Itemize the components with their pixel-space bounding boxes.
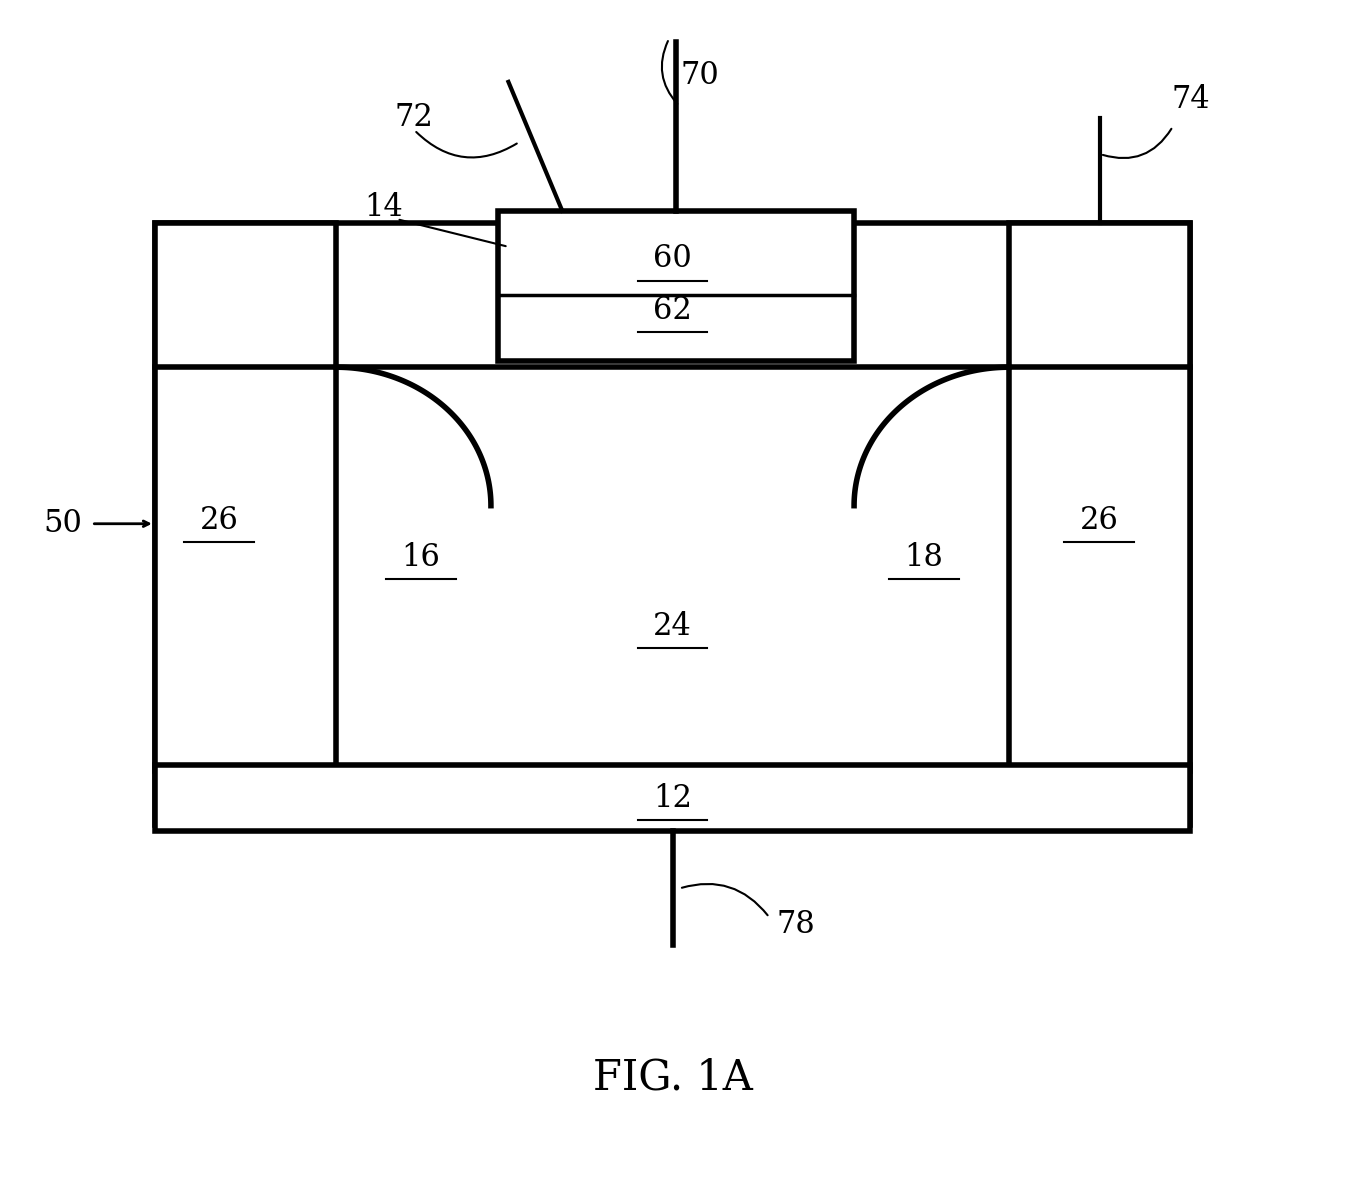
Bar	[155, 765, 1190, 831]
Text: 72: 72	[395, 102, 433, 134]
Text: 70: 70	[681, 60, 718, 92]
Bar	[498, 211, 854, 361]
Text: 74: 74	[1171, 84, 1209, 116]
Bar	[1009, 223, 1190, 771]
Text: 16: 16	[402, 542, 440, 573]
Text: 12: 12	[654, 783, 691, 814]
Bar	[155, 223, 1190, 825]
Text: 24: 24	[654, 610, 691, 642]
Text: 26: 26	[1080, 504, 1118, 536]
Text: 62: 62	[654, 295, 691, 326]
Text: FIG. 1A: FIG. 1A	[593, 1057, 752, 1098]
Text: 18: 18	[905, 542, 943, 573]
Text: 14: 14	[364, 191, 402, 223]
Text: 78: 78	[777, 909, 815, 940]
Text: 26: 26	[200, 504, 238, 536]
Bar	[155, 223, 336, 771]
Text: 60: 60	[654, 243, 691, 275]
Text: 50: 50	[44, 508, 82, 539]
